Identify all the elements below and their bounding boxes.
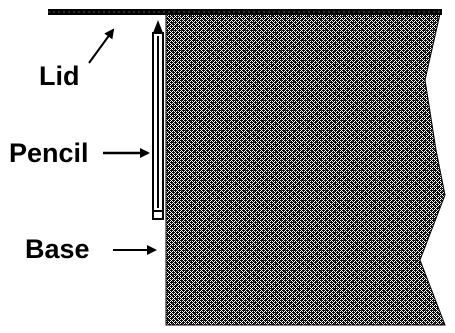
lid-arrow [88,28,115,64]
base-label: Base [25,234,90,264]
base-block [165,13,446,326]
pencil-icon [152,20,164,220]
lid-label: Lid [39,61,80,91]
lid-bar [48,9,442,15]
pencil-label: Pencil [9,138,89,168]
